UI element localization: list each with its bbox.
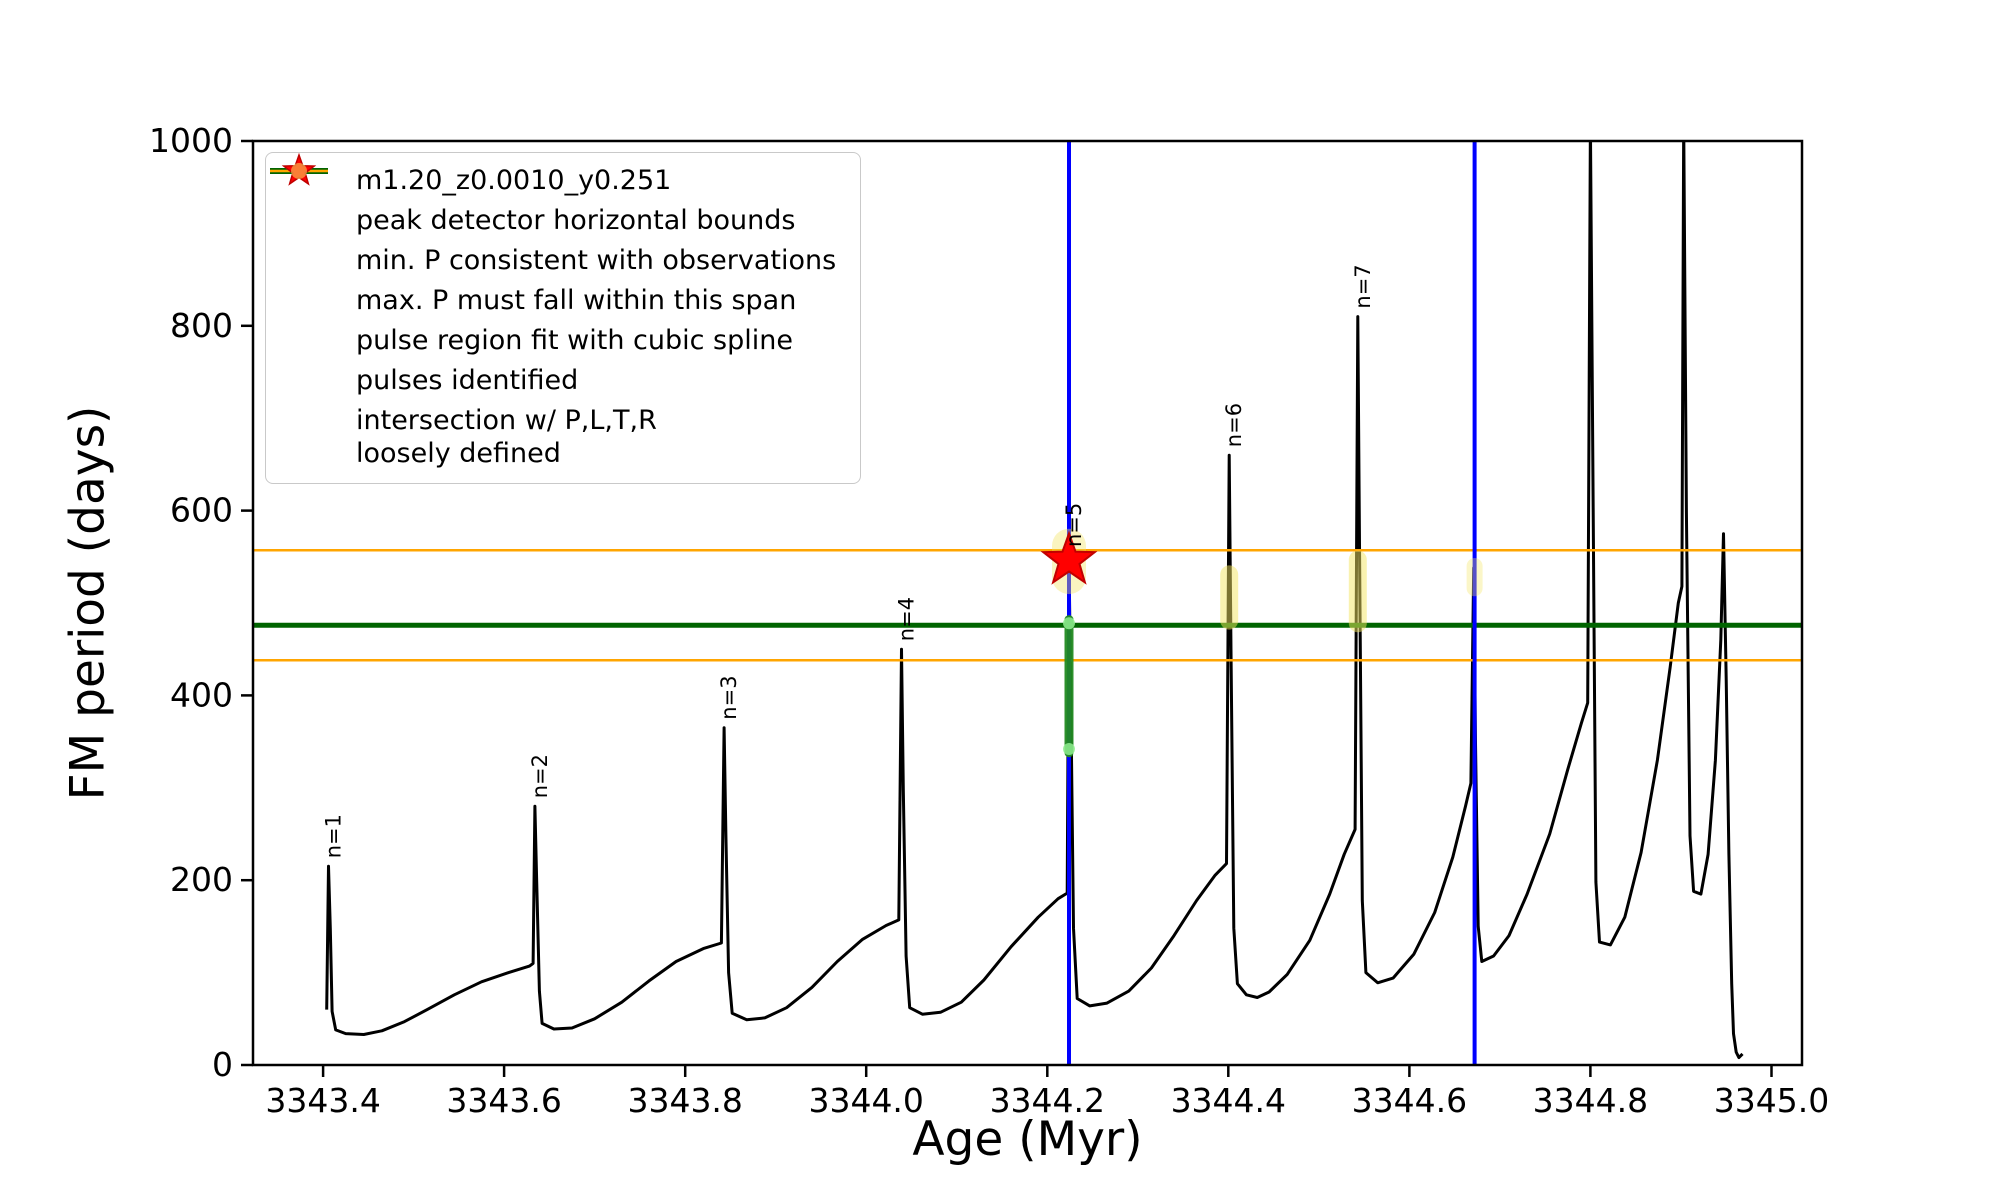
legend-item: m1.20_z0.0010_y0.251 — [270, 165, 836, 198]
x-tick-label: 3344.2 — [990, 1081, 1105, 1120]
legend-item: intersection w/ P,L,T,R loosely defined — [278, 163, 836, 471]
y-tick-label: 1000 — [149, 121, 233, 160]
peak-label: n=3 — [717, 675, 741, 719]
x-tick-label: 3344.4 — [1171, 1081, 1286, 1120]
y-tick-label: 600 — [170, 491, 233, 530]
legend-label: pulse region fit with cubic spline — [356, 324, 793, 356]
legend-item: pulse region fit with cubic spline — [278, 164, 836, 358]
series-track-line — [325, 141, 1744, 1060]
y-tick-label: 0 — [212, 1045, 233, 1084]
plot-region: n=1 n=2 n=3 n=4 n=5 n=6 n=7 — [253, 141, 1802, 1065]
legend-item: peak detector horizontal bounds — [270, 168, 836, 238]
y-tick-label: 200 — [170, 860, 233, 899]
peak-label: n=7 — [1351, 264, 1375, 308]
x-tick-label: 3344.0 — [808, 1081, 923, 1120]
legend-item: min. P consistent with observations — [270, 168, 837, 278]
legend-label: intersection w/ P,L,T,R loosely defined — [356, 404, 657, 469]
y-axis-label: FM period (days) — [60, 405, 116, 801]
legend-item: pulses identified — [278, 153, 836, 398]
peak-label: n=2 — [528, 754, 552, 798]
x-axis-label: Age (Myr) — [912, 1112, 1143, 1167]
peak-label: n=6 — [1222, 403, 1246, 447]
x-tick-label: 3343.6 — [446, 1081, 561, 1120]
legend-label: m1.20_z0.0010_y0.251 — [356, 165, 672, 196]
x-tick-label: 3345.0 — [1714, 1081, 1829, 1120]
peak-label: n=4 — [895, 597, 919, 641]
pulse-region-dot — [1063, 617, 1075, 630]
plot-border — [251, 139, 1804, 1067]
legend-label: peak detector horizontal bounds — [356, 204, 796, 236]
y-tick-label: 400 — [170, 675, 233, 714]
x-tick-label: 3344.8 — [1533, 1081, 1648, 1120]
y-tick-label: 800 — [170, 306, 233, 345]
x-tick-label: 3343.8 — [627, 1081, 742, 1120]
peak-label: n=1 — [322, 814, 346, 858]
x-tick-label: 3344.6 — [1352, 1081, 1467, 1120]
legend-item: max. P must fall within this span — [270, 169, 836, 318]
legend-label: min. P consistent with observations — [356, 244, 837, 276]
legend-label: pulses identified — [356, 364, 579, 396]
legend-label: max. P must fall within this span — [356, 284, 797, 316]
pulse-star-icon — [1040, 530, 1098, 585]
pulse-region-dot — [1063, 743, 1075, 755]
x-tick-label: 3343.4 — [265, 1081, 380, 1120]
peak-label: n=5 — [1062, 503, 1086, 547]
